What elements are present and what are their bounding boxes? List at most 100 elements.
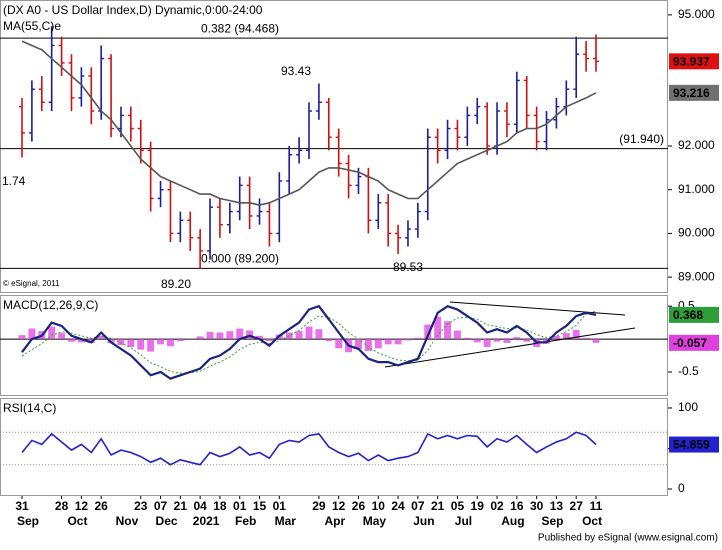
- histogram-bar: [384, 339, 392, 345]
- histogram-bar: [137, 339, 145, 350]
- last-ma: 93.216: [673, 86, 710, 100]
- copyright: © eSignal, 2011: [3, 279, 60, 288]
- x-month-label: Feb: [235, 514, 256, 528]
- x-month-label: Jul: [455, 514, 472, 528]
- histogram-bar: [503, 339, 511, 344]
- histogram-bar: [226, 331, 234, 340]
- level-label: 0.000 (89.200): [201, 252, 279, 266]
- histogram-bar: [374, 339, 382, 349]
- panel-frame: [0, 398, 668, 496]
- last-macd-box: [669, 306, 719, 323]
- histogram-bar: [513, 337, 521, 340]
- x-tick-label: 05: [451, 499, 465, 513]
- last-rsi: 54.859: [673, 438, 710, 452]
- histogram-bar: [335, 339, 343, 349]
- histogram-bar: [147, 339, 155, 352]
- histogram-bar: [315, 329, 323, 340]
- histogram-bar: [127, 339, 135, 347]
- x-tick-label: 29: [312, 499, 326, 513]
- histogram-bar: [493, 339, 501, 342]
- histogram-bar: [414, 337, 422, 340]
- histogram-bar: [58, 333, 66, 340]
- x-tick-label: 02: [490, 499, 504, 513]
- histogram-bar: [97, 335, 105, 340]
- histogram-bar: [325, 339, 333, 342]
- x-tick-label: 01: [273, 499, 287, 513]
- histogram-bar: [562, 333, 570, 340]
- histogram-bar: [473, 339, 481, 343]
- histogram-bar: [285, 332, 293, 340]
- x-month-label: Mar: [275, 514, 297, 528]
- level-label: (91.940): [619, 132, 664, 146]
- x-month-label: Jun: [413, 514, 434, 528]
- moving-average: [21, 40, 597, 206]
- y-tick-label: 92.000: [678, 138, 715, 152]
- x-tick-label: 13: [550, 499, 564, 513]
- panel-frame: [0, 295, 668, 396]
- histogram-bar: [186, 338, 194, 340]
- x-tick-label: 10: [372, 499, 386, 513]
- histogram-bar: [582, 337, 590, 340]
- histogram-bar: [206, 331, 214, 340]
- x-month-label: May: [363, 514, 387, 528]
- histogram-bar: [265, 339, 273, 342]
- x-tick-label: 30: [530, 499, 544, 513]
- histogram-bar: [572, 329, 580, 340]
- x-month-label: Nov: [116, 514, 139, 528]
- x-tick-label: 18: [213, 499, 227, 513]
- y-tick-label: 0: [678, 481, 685, 495]
- histogram-bar: [295, 331, 303, 340]
- x-tick-label: 26: [352, 499, 366, 513]
- x-tick-label: 11: [590, 499, 603, 513]
- histogram-bar: [48, 326, 56, 340]
- histogram-bar: [424, 324, 432, 340]
- x-tick-label: 21: [174, 499, 188, 513]
- last-ma-box: [669, 84, 719, 101]
- histogram-bar: [444, 321, 452, 340]
- last-rsi-box: [669, 436, 719, 453]
- chart-layer: 0.382 (94.468) (91.940) 0.000 (89.200) 93.4…: [0, 0, 719, 528]
- histogram-bar: [236, 328, 244, 340]
- histogram-bar: [28, 328, 36, 340]
- y-tick-label: 91.000: [678, 182, 715, 196]
- x-month-label: Sep: [542, 514, 564, 528]
- histogram-bar: [463, 337, 471, 340]
- histogram-bar: [216, 332, 224, 340]
- x-tick-label: 15: [253, 499, 267, 513]
- x-tick-label: 12: [332, 499, 346, 513]
- y-tick-label: -0.5: [678, 364, 699, 378]
- panel-frame: [0, 0, 668, 293]
- price-annotation: 89.53: [393, 260, 423, 274]
- x-tick-label: 12: [75, 499, 89, 513]
- x-tick-label: 23: [134, 499, 148, 513]
- x-month-label: Aug: [501, 514, 524, 528]
- histogram-bar: [523, 339, 531, 342]
- histogram-bar: [552, 335, 560, 340]
- histogram-bar: [453, 330, 461, 340]
- histogram-bar: [592, 339, 600, 343]
- last-histogram: -0.057: [673, 336, 707, 350]
- price-annotation: 93.43: [281, 64, 311, 78]
- histogram-bar: [394, 339, 402, 345]
- x-month-label: Sep: [17, 514, 39, 528]
- histogram-bar: [364, 339, 372, 351]
- footer: Published by eSignal (www.esignal.com): [538, 533, 718, 544]
- histogram-bar: [305, 326, 313, 340]
- rsi-line: [21, 431, 597, 466]
- histogram-bar: [18, 335, 26, 340]
- trendline: [449, 301, 626, 316]
- x-month-label: Oct: [582, 514, 602, 528]
- price-annotation: 1.74: [2, 174, 26, 188]
- histogram-bar: [176, 339, 184, 342]
- x-tick-label: 26: [94, 499, 108, 513]
- x-tick-label: 21: [431, 499, 445, 513]
- macd-line: [21, 304, 597, 380]
- histogram-bar: [256, 335, 263, 340]
- x-tick-label: 01: [233, 499, 247, 513]
- level-label: 0.382 (94.468): [201, 21, 279, 35]
- histogram-bar: [483, 339, 491, 347]
- histogram-bar: [166, 339, 174, 347]
